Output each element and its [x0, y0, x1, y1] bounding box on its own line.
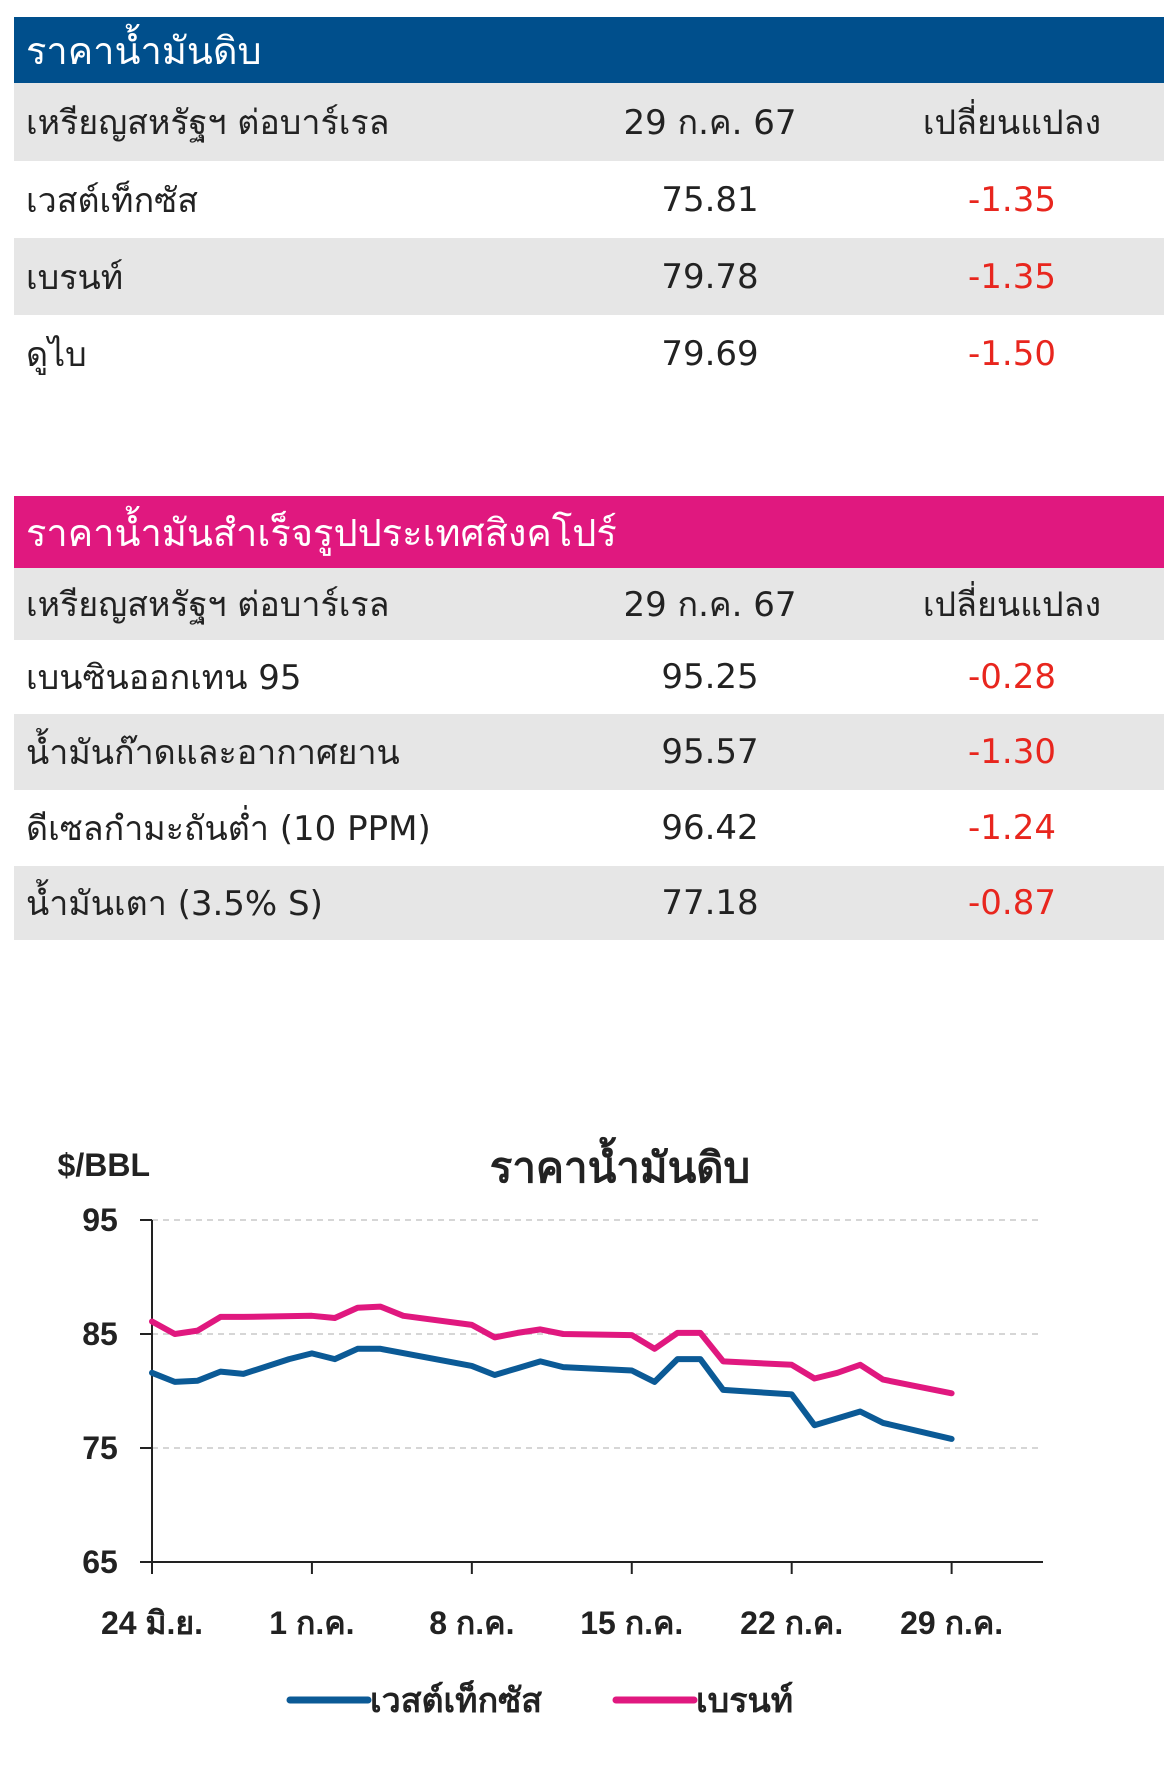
table-row: ดีเซลกำมะถันต่ำ (10 PPM) 96.42 -1.24 — [14, 790, 1164, 866]
oil-name: ดูไบ — [26, 334, 87, 375]
x-tick-labels: 24 มิ.ย. 1 ก.ค. 8 ก.ค. 15 ก.ค. 22 ก.ค. 29 ก.ค… — [101, 1605, 1003, 1641]
product-change: -0.87 — [968, 883, 1056, 923]
crude-oil-table-title: ราคาน้ำมันดิบ — [14, 17, 1164, 83]
x-tick-label: 22 ก.ค. — [740, 1605, 843, 1641]
oil-name: เบรนท์ — [26, 257, 124, 298]
oil-name: เวสต์เท็กซัส — [26, 180, 198, 221]
legend-label: เวสต์เท็กซัส — [370, 1679, 542, 1720]
series-line-wti — [149, 1345, 955, 1442]
oil-price: 79.69 — [661, 333, 759, 374]
product-change: -1.30 — [968, 732, 1056, 772]
crude-oil-table-header-row: เหรียญสหรัฐฯ ต่อบาร์เรล 29 ก.ค. 67 เปลี่… — [14, 83, 1164, 161]
oil-change: -1.50 — [968, 333, 1056, 374]
unit-header: เหรียญสหรัฐฯ ต่อบาร์เรล — [26, 103, 390, 143]
legend-label: เบรนท์ — [696, 1681, 793, 1720]
y-tick-label: 75 — [82, 1430, 118, 1466]
series-line-brent — [149, 1303, 955, 1397]
x-tick-label: 8 ก.ค. — [429, 1605, 514, 1641]
table-row: น้ำมันก๊าดและอากาศยาน 95.57 -1.30 — [14, 714, 1164, 790]
product-name: ดีเซลกำมะถันต่ำ (10 PPM) — [26, 809, 431, 849]
singapore-products-table: ราคาน้ำมันสำเร็จรูปประเทศสิงคโปร์ เหรียญ… — [14, 496, 1164, 940]
product-name: เบนซินออกเทน 95 — [26, 658, 302, 698]
table-row: ดูไบ 79.69 -1.50 — [14, 315, 1164, 392]
singapore-products-table-title: ราคาน้ำมันสำเร็จรูปประเทศสิงคโปร์ — [14, 496, 1164, 568]
axes — [140, 1219, 1043, 1574]
unit-header: เหรียญสหรัฐฯ ต่อบาร์เรล — [26, 585, 390, 625]
y-tick-labels: 95 85 75 65 — [82, 1202, 118, 1580]
change-header: เปลี่ยนแปลง — [922, 585, 1102, 625]
singapore-products-table-header-row: เหรียญสหรัฐฯ ต่อบาร์เรล 29 ก.ค. 67 เปลี่… — [14, 568, 1164, 640]
product-name: น้ำมันเตา (3.5% S) — [26, 884, 323, 924]
product-change: -1.24 — [968, 808, 1056, 848]
product-price: 96.42 — [661, 808, 759, 848]
table-row: เบนซินออกเทน 95 95.25 -0.28 — [14, 640, 1164, 714]
crude-oil-table: ราคาน้ำมันดิบ เหรียญสหรัฐฯ ต่อบาร์เรล 29… — [14, 17, 1164, 392]
change-header: เปลี่ยนแปลง — [922, 103, 1102, 143]
y-tick-label: 85 — [82, 1316, 118, 1352]
x-tick-label: 29 ก.ค. — [900, 1605, 1003, 1641]
product-price: 77.18 — [661, 883, 759, 923]
series-lines — [149, 1303, 955, 1442]
date-header: 29 ก.ค. 67 — [623, 103, 797, 143]
y-tick-label: 65 — [82, 1544, 118, 1580]
product-price: 95.57 — [661, 732, 759, 772]
date-header: 29 ก.ค. 67 — [623, 585, 797, 625]
crude-oil-price-chart: $/BBL ราคาน้ำมันดิบ 95 85 75 65 24 มิ.ย. 1 ก… — [58, 1136, 1043, 1720]
oil-change: -1.35 — [968, 256, 1056, 297]
x-tick-label: 15 ก.ค. — [580, 1605, 683, 1641]
product-change: -0.28 — [968, 657, 1056, 697]
x-tick-label: 1 ก.ค. — [269, 1605, 354, 1641]
oil-change: -1.35 — [968, 179, 1056, 220]
table-row: เวสต์เท็กซัส 75.81 -1.35 — [14, 161, 1164, 238]
oil-price: 79.78 — [661, 256, 759, 297]
x-tick-label: 24 มิ.ย. — [101, 1605, 203, 1641]
table-row: น้ำมันเตา (3.5% S) 77.18 -0.87 — [14, 866, 1164, 940]
chart-title: ราคาน้ำมันดิบ — [490, 1136, 750, 1191]
oil-price: 75.81 — [661, 179, 759, 220]
y-axis-label: $/BBL — [58, 1147, 150, 1183]
table-row: เบรนท์ 79.78 -1.35 — [14, 238, 1164, 315]
product-name: น้ำมันก๊าดและอากาศยาน — [26, 733, 400, 773]
y-tick-label: 95 — [82, 1202, 118, 1238]
product-price: 95.25 — [661, 657, 759, 697]
legend: เวสต์เท็กซัส เบรนท์ — [286, 1679, 793, 1720]
